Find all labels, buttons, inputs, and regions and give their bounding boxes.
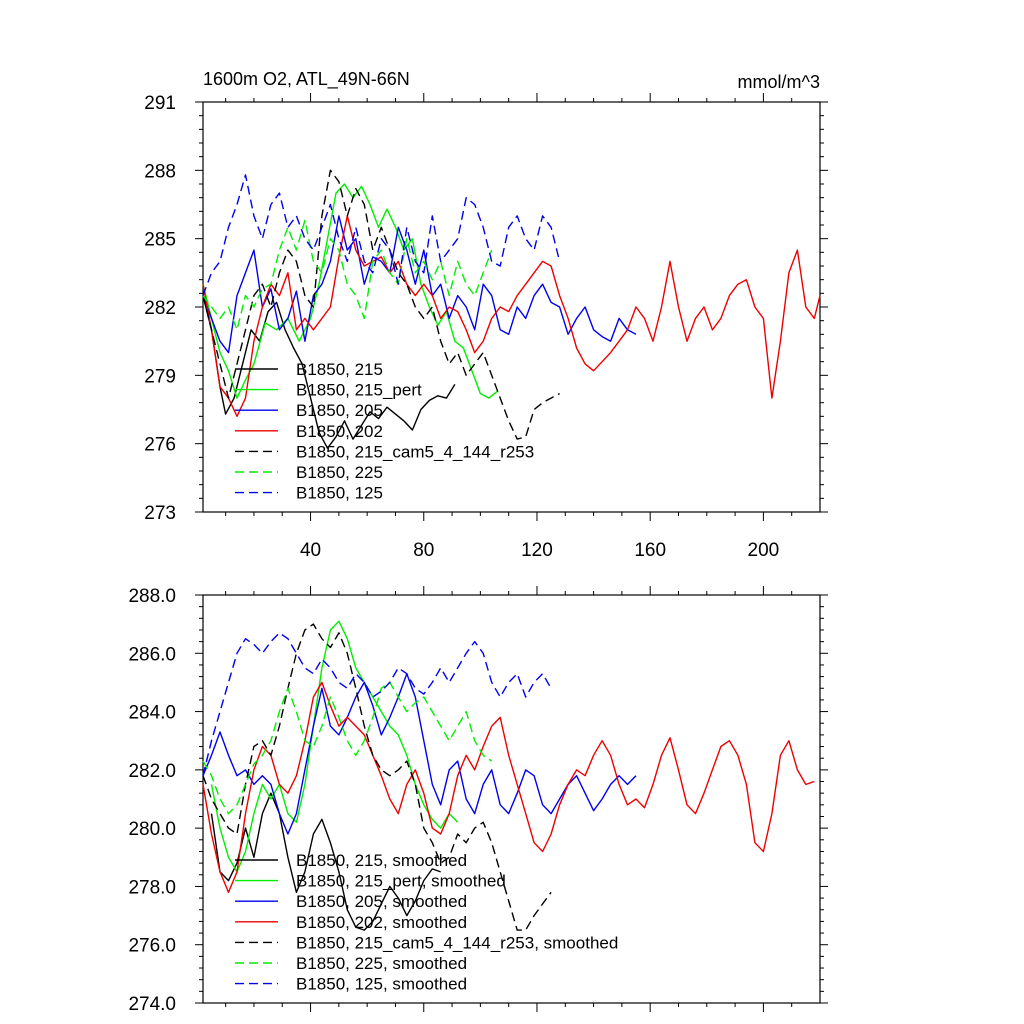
y-tick-label: 286.0 [128, 644, 176, 665]
y-tick-label: 288.0 [128, 586, 176, 607]
series-line-3 [202, 681, 815, 893]
y-tick-label: 280.0 [128, 819, 176, 840]
x-tick-label: 40 [300, 540, 321, 561]
top-title: 1600m O2, ATL_49N-66N [203, 69, 410, 90]
y-tick-label: 285 [144, 230, 176, 251]
series-line-4 [202, 623, 552, 931]
top-panel: 1600m O2, ATL_49N-66N mmol/m^3 273 276 279… [144, 69, 828, 561]
legend-label-0: B1850, 215 [296, 360, 383, 379]
series-line-0 [210, 792, 441, 931]
legend-label-4: B1850, 215_cam5_4_144_r253 [296, 442, 534, 461]
legend-label-5: B1850, 225, smoothed [296, 954, 467, 973]
legend-label-2: B1850, 205 [296, 401, 383, 420]
plot-frame [202, 594, 821, 1004]
y-tick-label: 276.0 [128, 936, 176, 957]
legend-label-5: B1850, 225 [296, 463, 383, 482]
x-tick-label: 120 [521, 540, 553, 561]
legend-label-1: B1850, 215_pert [296, 381, 422, 400]
series-line-3 [202, 215, 821, 417]
y-tick-label: 273 [144, 503, 176, 524]
x-tick-label: 200 [748, 540, 780, 561]
y-tick-label: 284.0 [128, 703, 176, 724]
top-units-label: mmol/m^3 [738, 72, 820, 92]
y-tick-label: 282 [144, 298, 176, 319]
series-line-5 [202, 681, 493, 815]
series-line-2 [202, 215, 637, 354]
x-tick-label: 160 [634, 540, 666, 561]
series-line-0 [202, 295, 456, 449]
legend-label-4: B1850, 215_cam5_4_144_r253, smoothed [296, 933, 618, 952]
series-line-6 [202, 632, 552, 776]
y-tick-label: 276 [144, 435, 176, 456]
x-tick-label: 80 [413, 540, 434, 561]
series-line-6 [202, 174, 561, 296]
y-tick-label: 288 [144, 161, 176, 182]
legend-label-3: B1850, 202 [296, 422, 383, 441]
legend-label-3: B1850, 202, smoothed [296, 913, 467, 932]
legend-label-6: B1850, 125 [296, 484, 383, 503]
bottom-panel: 274.0 276.0 278.0 280.0 282.0 284.0 286.0 288.0… [128, 586, 828, 1015]
y-tick-label: 291 [144, 93, 176, 114]
legend-label-0: B1850, 215, smoothed [296, 851, 467, 870]
y-tick-label: 282.0 [128, 761, 176, 782]
y-tick-label: 278.0 [128, 877, 176, 898]
y-tick-label: 274.0 [128, 994, 176, 1015]
legend-label-1: B1850, 215_pert, smoothed [296, 872, 506, 891]
series-line-1 [210, 620, 459, 873]
series-line-4 [202, 169, 560, 440]
legend-label-2: B1850, 205, smoothed [296, 892, 467, 911]
legend-label-6: B1850, 125, smoothed [296, 975, 467, 994]
series-line-2 [202, 673, 637, 835]
y-tick-label: 279 [144, 366, 176, 387]
